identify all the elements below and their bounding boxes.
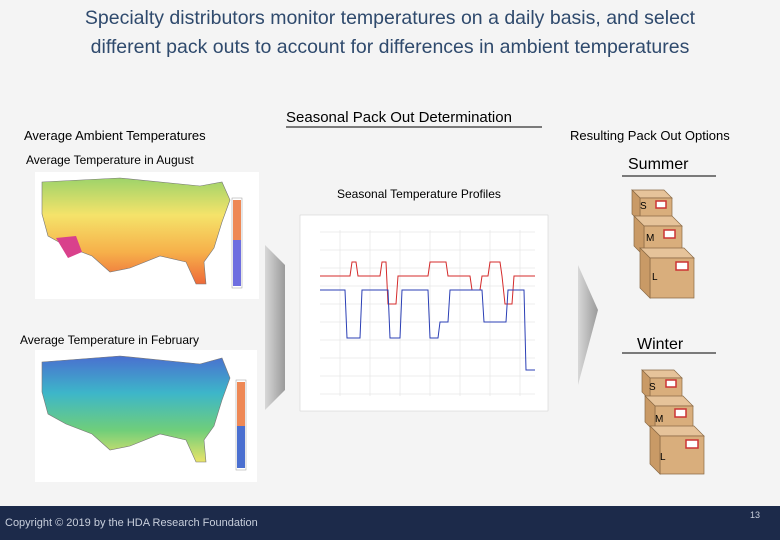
map-legend-swatch	[233, 240, 241, 286]
right-heading: Resulting Pack Out Options	[570, 128, 730, 143]
map-legend-swatch	[233, 200, 241, 240]
middle-heading: Seasonal Temperature Profiles	[337, 187, 501, 201]
winter-boxes	[641, 369, 705, 475]
box-size: M	[646, 233, 655, 244]
profile-grid	[320, 230, 535, 396]
february-map	[41, 355, 231, 463]
section-title: Seasonal Pack Out Determination	[286, 109, 512, 126]
map-label: Average Temperature in February	[20, 333, 199, 347]
arrow	[265, 245, 285, 410]
box-size: L	[660, 452, 666, 463]
summer-profile	[320, 261, 535, 305]
box-size: S	[640, 201, 647, 212]
box-size: M	[655, 414, 664, 425]
page-number: 13	[750, 510, 761, 520]
map-legend-swatch	[237, 426, 245, 468]
arrow	[578, 265, 598, 385]
box-size: L	[652, 272, 658, 283]
winter-profile	[320, 289, 535, 371]
box-size: S	[649, 382, 656, 393]
footer-bar: Copyright © 2019 by the HDA Research Fou…	[0, 506, 780, 540]
profile-chart	[299, 214, 549, 412]
map-hotspot	[56, 236, 82, 258]
slide-title: Specialty distributors monitor temperatu…	[84, 7, 696, 58]
left-heading: Average Ambient Temperatures	[24, 128, 206, 143]
summer-boxes	[631, 189, 695, 299]
copyright: Copyright © 2019 by the HDA Research Fou…	[5, 517, 258, 529]
season-label: Winter	[637, 336, 684, 353]
map-legend-swatch	[237, 382, 245, 426]
map-label: Average Temperature in August	[26, 153, 194, 167]
season-label: Summer	[628, 156, 689, 173]
